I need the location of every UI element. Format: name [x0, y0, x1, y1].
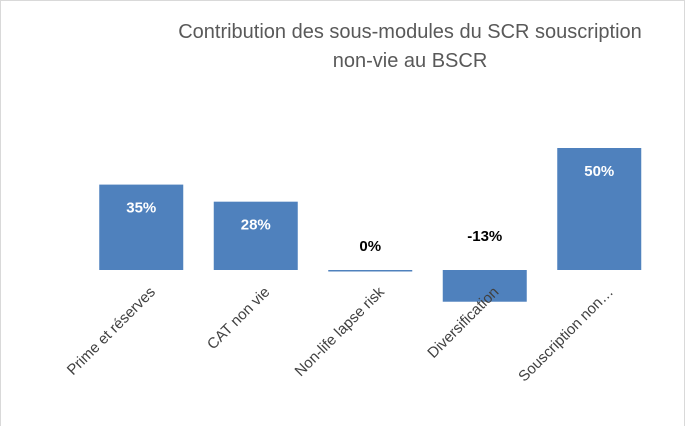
- bar: [557, 148, 642, 270]
- data-label: 35%: [126, 200, 156, 217]
- bar: [442, 270, 527, 302]
- data-label: 50%: [584, 163, 614, 180]
- data-label: -13%: [467, 228, 502, 245]
- data-label: 28%: [241, 217, 271, 234]
- bar: [213, 201, 298, 270]
- chart-title: Contribution des sous-modules du SCR sou…: [178, 21, 642, 72]
- bar: [328, 270, 413, 272]
- data-label: 0%: [359, 238, 381, 255]
- bar: [99, 184, 184, 270]
